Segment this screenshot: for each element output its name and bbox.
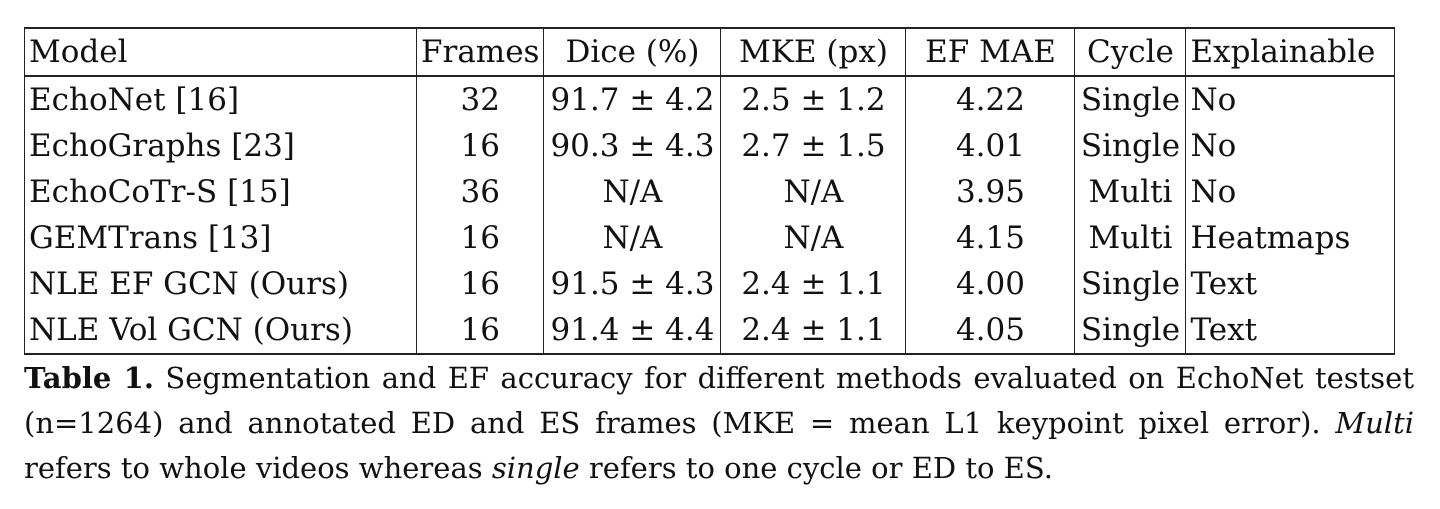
cell-mke: 2.4 ± 1.1 xyxy=(720,261,907,307)
cell-ef-mae: 4.00 xyxy=(905,261,1076,307)
cell-frames: 16 xyxy=(415,215,545,261)
cell-explainable: Text xyxy=(1185,261,1396,307)
cell-cycle: Single xyxy=(1074,123,1187,169)
cell-mke: 2.7 ± 1.5 xyxy=(720,123,907,169)
table-caption: Table 1. Segmentation and EF accuracy fo… xyxy=(24,356,1414,491)
cell-mke: 2.5 ± 1.2 xyxy=(720,76,907,123)
column-header-dice: Dice (%) xyxy=(543,27,722,77)
cell-dice: 91.7 ± 4.2 xyxy=(543,76,722,123)
cell-ef-mae: 4.05 xyxy=(905,307,1076,355)
cell-dice: 90.3 ± 4.3 xyxy=(543,123,722,169)
results-table: Model Frames Dice (%) MKE (px) EF MAE Cy… xyxy=(24,27,1396,355)
cell-ef-mae: 3.95 xyxy=(905,169,1076,215)
cell-frames: 16 xyxy=(415,261,545,307)
cell-model: NLE Vol GCN (Ours) xyxy=(24,307,417,355)
cell-cycle: Multi xyxy=(1074,215,1187,261)
cell-frames: 32 xyxy=(415,76,545,123)
cell-dice: 91.5 ± 4.3 xyxy=(543,261,722,307)
cell-ef-mae: 4.15 xyxy=(905,215,1076,261)
column-header-model: Model xyxy=(24,27,417,77)
cell-explainable: Heatmaps xyxy=(1185,215,1396,261)
cell-model: GEMTrans [13] xyxy=(24,215,417,261)
column-header-explainable: Explainable xyxy=(1185,27,1396,77)
table-row: NLE Vol GCN (Ours) 16 91.4 ± 4.4 2.4 ± 1… xyxy=(24,307,1396,355)
table-row: NLE EF GCN (Ours) 16 91.5 ± 4.3 2.4 ± 1.… xyxy=(24,261,1396,307)
caption-text: Segmentation and EF accuracy for differe… xyxy=(24,361,1415,440)
caption-emphasis-single: single xyxy=(491,451,580,485)
cell-model: EchoGraphs [23] xyxy=(24,123,417,169)
caption-label: Table 1. xyxy=(24,361,154,395)
cell-mke: N/A xyxy=(720,215,907,261)
cell-model: NLE EF GCN (Ours) xyxy=(24,261,417,307)
cell-explainable: No xyxy=(1185,123,1396,169)
cell-cycle: Single xyxy=(1074,76,1187,123)
cell-model: EchoNet [16] xyxy=(24,76,417,123)
table-row: GEMTrans [13] 16 N/A N/A 4.15 Multi Heat… xyxy=(24,215,1396,261)
caption-emphasis-multi: Multi xyxy=(1335,406,1414,440)
caption-text: refers to one cycle or ED to ES. xyxy=(579,451,1053,485)
cell-frames: 16 xyxy=(415,123,545,169)
table-row: EchoNet [16] 32 91.7 ± 4.2 2.5 ± 1.2 4.2… xyxy=(24,76,1396,123)
cell-cycle: Single xyxy=(1074,307,1187,355)
cell-explainable: No xyxy=(1185,76,1396,123)
cell-mke: 2.4 ± 1.1 xyxy=(720,307,907,355)
cell-frames: 16 xyxy=(415,307,545,355)
column-header-frames: Frames xyxy=(415,27,545,77)
table-row: EchoGraphs [23] 16 90.3 ± 4.3 2.7 ± 1.5 … xyxy=(24,123,1396,169)
cell-cycle: Single xyxy=(1074,261,1187,307)
column-header-ef-mae: EF MAE xyxy=(905,27,1076,77)
cell-model: EchoCoTr-S [15] xyxy=(24,169,417,215)
cell-mke: N/A xyxy=(720,169,907,215)
table-header-row: Model Frames Dice (%) MKE (px) EF MAE Cy… xyxy=(24,27,1396,77)
cell-ef-mae: 4.01 xyxy=(905,123,1076,169)
cell-cycle: Multi xyxy=(1074,169,1187,215)
cell-explainable: Text xyxy=(1185,307,1396,355)
column-header-cycle: Cycle xyxy=(1074,27,1187,77)
column-header-mke: MKE (px) xyxy=(720,27,907,77)
table-row: EchoCoTr-S [15] 36 N/A N/A 3.95 Multi No xyxy=(24,169,1396,215)
results-table-container: Model Frames Dice (%) MKE (px) EF MAE Cy… xyxy=(24,27,1396,355)
cell-dice: N/A xyxy=(543,169,722,215)
caption-text: refers to whole videos whereas xyxy=(24,451,492,485)
cell-dice: N/A xyxy=(543,215,722,261)
cell-ef-mae: 4.22 xyxy=(905,76,1076,123)
cell-dice: 91.4 ± 4.4 xyxy=(543,307,722,355)
cell-explainable: No xyxy=(1185,169,1396,215)
cell-frames: 36 xyxy=(415,169,545,215)
